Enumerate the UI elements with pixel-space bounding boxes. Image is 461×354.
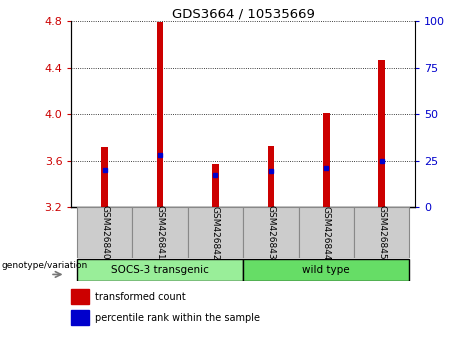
Text: GSM426840: GSM426840 (100, 205, 109, 260)
Bar (378, 59, 385, 207)
Bar (157, 22, 163, 207)
Bar (354, 207, 409, 258)
Bar (267, 145, 274, 207)
Text: genotype/variation: genotype/variation (1, 261, 88, 270)
Bar (323, 113, 330, 207)
Bar (132, 207, 188, 258)
Text: GSM426841: GSM426841 (155, 205, 165, 260)
Bar (71, 310, 89, 325)
Bar (101, 147, 108, 207)
Bar (299, 207, 354, 258)
Title: GDS3664 / 10535669: GDS3664 / 10535669 (172, 7, 314, 20)
Bar (188, 207, 243, 258)
Text: GSM426844: GSM426844 (322, 206, 331, 260)
Bar (243, 259, 409, 281)
Bar (243, 207, 299, 258)
Bar (77, 259, 243, 281)
Text: percentile rank within the sample: percentile rank within the sample (95, 313, 260, 323)
Text: GSM426843: GSM426843 (266, 205, 275, 260)
Text: transformed count: transformed count (95, 292, 186, 302)
Text: SOCS-3 transgenic: SOCS-3 transgenic (111, 265, 209, 275)
Bar (212, 164, 219, 207)
Text: wild type: wild type (302, 265, 350, 275)
Bar (71, 289, 89, 304)
Text: GSM426845: GSM426845 (377, 205, 386, 260)
Bar (77, 207, 132, 258)
Text: GSM426842: GSM426842 (211, 206, 220, 260)
